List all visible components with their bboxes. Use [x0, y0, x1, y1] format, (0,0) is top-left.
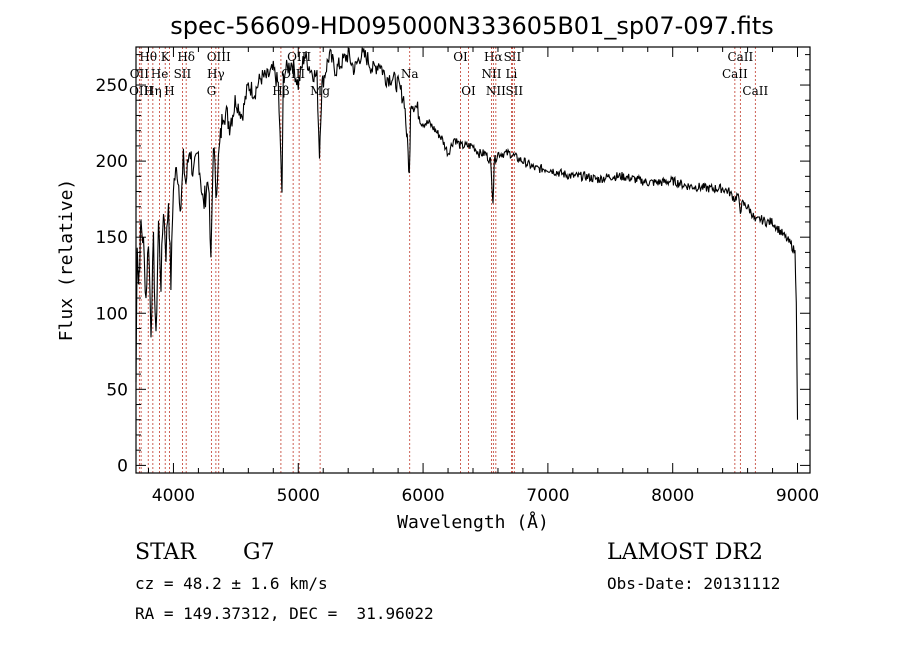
marker-label-26: CaII [722, 67, 748, 81]
marker-label-4: He [151, 67, 169, 81]
marker-label-10: Hγ [207, 67, 225, 81]
y-tick-label: 100 [96, 304, 128, 324]
x-tick-label: 8000 [651, 486, 694, 506]
redshift-cz: cz = 48.2 ± 1.6 km/s [135, 574, 328, 593]
marker-label-27: CaII [742, 84, 768, 98]
marker-label-2: OIII [129, 84, 153, 98]
marker-label-7: H [164, 84, 174, 98]
x-tick-label: 5000 [277, 486, 320, 506]
marker-label-3: K [161, 50, 171, 64]
ra-dec: RA = 149.37312, DEC = 31.96022 [135, 604, 434, 623]
marker-label-15: Mg [310, 84, 330, 98]
marker-label-14: Hβ [272, 84, 289, 98]
x-tick-label: 4000 [152, 486, 195, 506]
marker-label-9: OIII [207, 50, 231, 64]
marker-label-24: SII [505, 84, 523, 98]
object-subclass: G7 [243, 540, 275, 565]
marker-label-6: SII [174, 67, 192, 81]
marker-label-1: OII [130, 67, 150, 81]
object-class: STAR [135, 540, 196, 565]
x-tick-label: 9000 [776, 486, 819, 506]
survey-name: LAMOST DR2 [607, 540, 763, 565]
x-axis-label: Wavelength (Å) [397, 511, 549, 533]
obs-date: Obs-Date: 20131112 [607, 574, 781, 593]
marker-label-22: Li [506, 67, 518, 81]
y-axis-ticks: 0 50 100 150 200 250 [96, 54, 810, 476]
y-tick-label: 50 [106, 380, 128, 400]
x-axis-ticks: 4000 5000 6000 7000 8000 9000 [147, 47, 819, 506]
marker-label-21: NII [481, 67, 501, 81]
marker-label-18: OI [461, 84, 476, 98]
y-tick-label: 250 [96, 76, 128, 96]
marker-label-23: NII [486, 84, 506, 98]
marker-label-5: Hη [144, 84, 162, 98]
y-axis-label: Flux (relative) [56, 179, 77, 342]
spectrum-line [135, 47, 799, 420]
marker-label-25: CaII [727, 50, 753, 64]
marker-label-16: Na [401, 67, 419, 81]
marker-label-12: OIII [287, 50, 311, 64]
y-tick-label: 200 [96, 152, 128, 172]
x-tick-label: 6000 [401, 486, 444, 506]
marker-label-0: Hθ [139, 50, 157, 64]
marker-label-17: OI [453, 50, 468, 64]
marker-label-19: Hα [484, 50, 503, 64]
y-tick-label: 150 [96, 228, 128, 248]
marker-label-11: G [207, 84, 217, 98]
y-tick-label: 0 [117, 456, 128, 476]
marker-label-8: Hδ [177, 50, 195, 64]
chart-title: spec-56609-HD095000N333605B01_sp07-097.f… [170, 12, 774, 40]
x-tick-label: 7000 [526, 486, 569, 506]
marker-label-20: SII [504, 50, 522, 64]
